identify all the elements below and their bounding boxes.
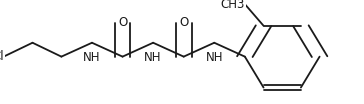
- Text: NH: NH: [83, 51, 101, 64]
- Text: Cl: Cl: [0, 50, 4, 63]
- Text: O: O: [179, 16, 188, 29]
- Text: O: O: [118, 16, 127, 29]
- Text: NH: NH: [145, 51, 162, 64]
- Text: NH: NH: [206, 51, 223, 64]
- Text: CH3: CH3: [221, 0, 245, 11]
